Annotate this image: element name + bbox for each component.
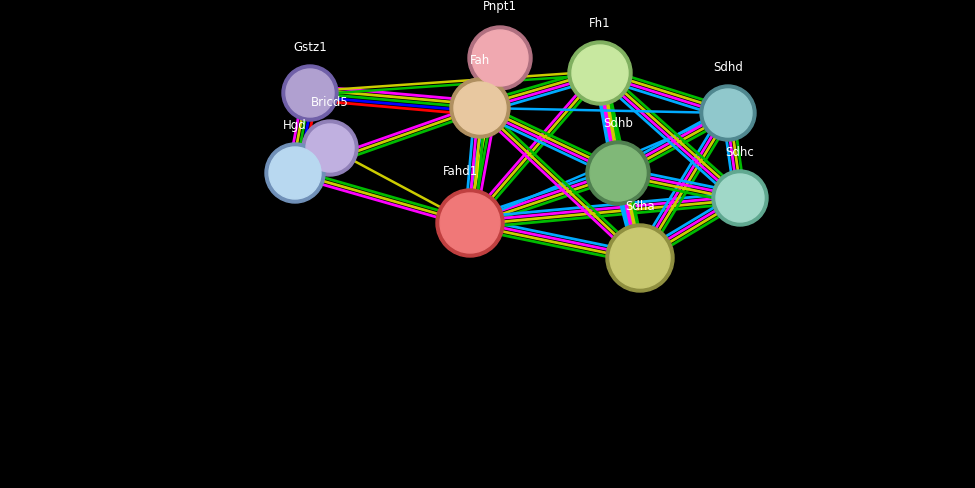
Text: Hgd: Hgd [283,119,307,132]
Circle shape [306,125,354,173]
Circle shape [450,79,510,139]
Circle shape [712,171,768,226]
Circle shape [704,90,752,138]
Circle shape [700,86,756,142]
Text: Sdhc: Sdhc [725,146,755,159]
Text: Fh1: Fh1 [589,17,610,30]
Circle shape [265,143,325,203]
Circle shape [568,42,632,106]
Circle shape [716,175,764,223]
Circle shape [454,83,506,135]
Circle shape [269,148,321,200]
Circle shape [472,31,528,87]
Circle shape [586,142,650,205]
Circle shape [282,66,338,122]
Circle shape [590,146,646,202]
Circle shape [436,190,504,258]
Text: Sdha: Sdha [625,200,655,213]
Circle shape [606,224,674,292]
Text: Gstz1: Gstz1 [293,41,327,54]
Text: Sdhb: Sdhb [604,117,633,130]
Circle shape [286,70,334,118]
Circle shape [440,194,500,253]
Circle shape [610,228,670,288]
Circle shape [572,46,628,102]
Text: Sdhd: Sdhd [713,61,743,74]
Text: Fahd1: Fahd1 [443,164,478,178]
Text: Bricd5: Bricd5 [311,96,349,109]
Text: Pnpt1: Pnpt1 [483,0,517,13]
Circle shape [468,27,532,91]
Circle shape [302,121,358,177]
Text: Fah: Fah [470,54,490,67]
